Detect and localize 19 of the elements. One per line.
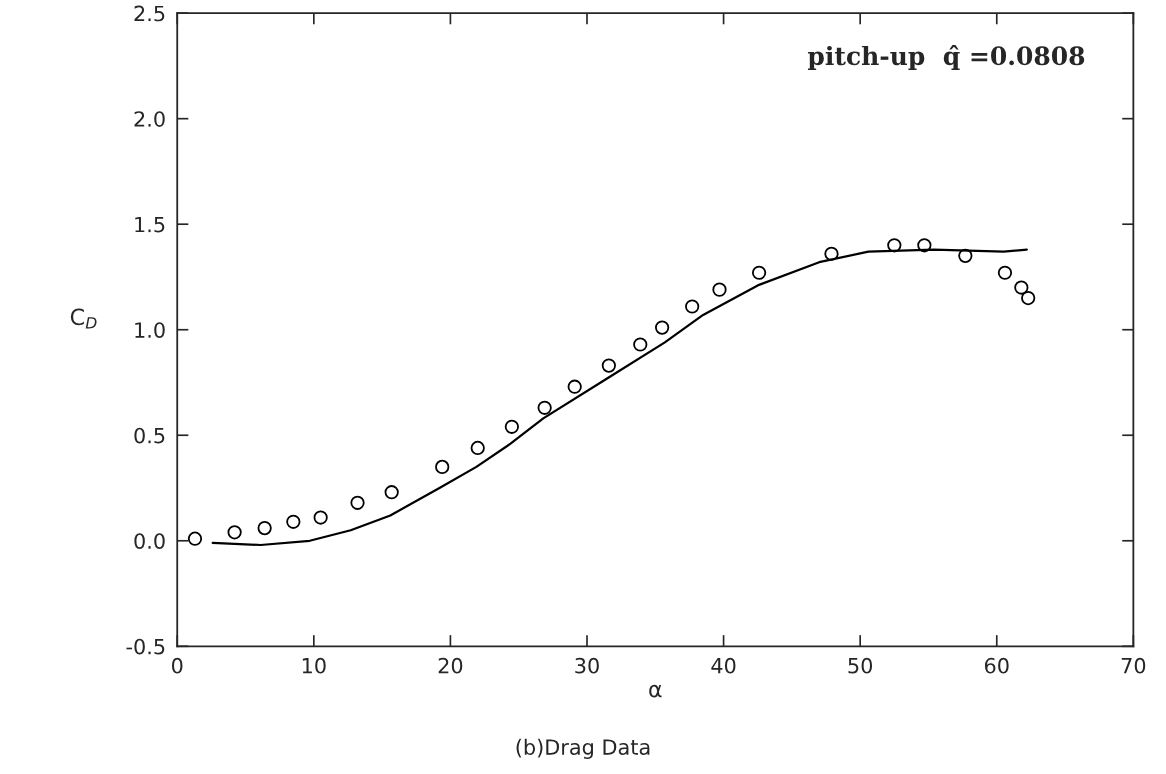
x-tick-label: 10 xyxy=(302,657,326,674)
y-tick-label: 0.5 xyxy=(134,427,165,444)
x-axis-title: α xyxy=(649,684,662,698)
y-tick-label: 1.0 xyxy=(135,322,165,338)
y-tick-label: 1.5 xyxy=(135,216,165,233)
y-tick-label: -0.5 xyxy=(126,638,165,655)
y-tick-label: 2.0 xyxy=(134,111,165,127)
x-tick-label: 20 xyxy=(438,657,463,674)
x-tick-label: 60 xyxy=(984,657,1009,674)
x-tick-label: 50 xyxy=(848,657,873,674)
x-tick-label: 0 xyxy=(171,657,183,674)
x-tick-label: 40 xyxy=(711,657,736,674)
x-tick-label: 70 xyxy=(1121,657,1146,674)
text: (b)Drag Data xyxy=(516,738,650,759)
y-tick-label: 2.5 xyxy=(134,5,165,22)
text: pitch-up q̂ =0.0808 xyxy=(807,44,1085,71)
y-tick-label: 0.0 xyxy=(134,533,165,549)
y-axis-title: C$_{D}$ xyxy=(70,308,97,329)
x-tick-label: 30 xyxy=(575,657,599,674)
